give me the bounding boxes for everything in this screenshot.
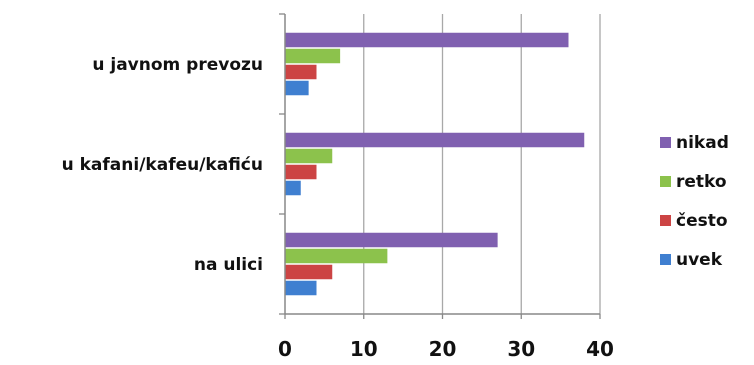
legend-label-retko: retko <box>676 172 727 192</box>
bar-nikad <box>285 32 569 48</box>
bar-često <box>285 164 317 180</box>
bar-uvek <box>285 280 317 296</box>
legend-swatch-često <box>660 215 671 226</box>
bar-retko <box>285 48 341 64</box>
bar-nikad <box>285 232 498 248</box>
legend: nikad retko često uvek <box>660 133 729 270</box>
gridlines <box>363 14 601 314</box>
bar-uvek <box>285 80 309 96</box>
bar-često <box>285 264 333 280</box>
bar-retko <box>285 248 388 264</box>
tick-labels: 0 10 20 30 40 <box>278 337 614 361</box>
bars <box>285 32 585 296</box>
legend-swatch-retko <box>660 176 671 187</box>
legend-label-nikad: nikad <box>676 133 729 153</box>
bar-retko <box>285 148 333 164</box>
x-tick-label: 40 <box>586 337 614 361</box>
category-label: na ulici <box>194 255 263 275</box>
x-tick-label: 20 <box>429 337 457 361</box>
x-tick-label: 10 <box>350 337 378 361</box>
legend-label-uvek: uvek <box>676 250 723 270</box>
category-label: u javnom prevozu <box>92 55 263 75</box>
legend-swatch-uvek <box>660 254 671 265</box>
legend-swatch-nikad <box>660 137 671 148</box>
bar-nikad <box>285 132 585 148</box>
x-tick-label: 30 <box>507 337 535 361</box>
category-label: u kafani/kafeu/kafiću <box>62 155 263 175</box>
bar-često <box>285 64 317 80</box>
axes <box>279 13 601 319</box>
category-labels: u javnom prevozu u kafani/kafeu/kafiću na … <box>62 55 263 275</box>
bar-uvek <box>285 180 301 196</box>
legend-label-često: često <box>676 211 728 231</box>
x-tick-label: 0 <box>278 337 292 361</box>
